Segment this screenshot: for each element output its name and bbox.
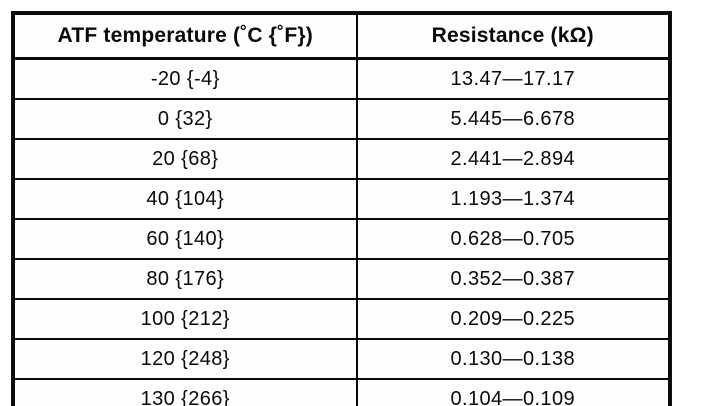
- resistance-cell: 0.209—0.225: [355, 298, 671, 340]
- atf-resistance-table: ATF temperature (˚C {˚F}) Resistance (kΩ…: [12, 12, 671, 406]
- resistance-cell: 0.104—0.109: [355, 378, 671, 406]
- resistance-cell: 0.628—0.705: [355, 218, 671, 260]
- temperature-column-header: ATF temperature (˚C {˚F}): [12, 12, 358, 60]
- resistance-cell: 13.47—17.17: [355, 57, 671, 100]
- table-body: -20 {-4} 13.47—17.17 0 {32} 5.445—6.678 20 {…: [12, 57, 671, 406]
- resistance-cell: 0.130—0.138: [355, 338, 671, 380]
- resistance-cell: 1.193—1.374: [355, 178, 671, 220]
- temperature-cell: 40 {104}: [12, 178, 358, 220]
- temperature-cell: 80 {176}: [12, 258, 358, 300]
- table-row: 80 {176} 0.352—0.387: [12, 258, 671, 300]
- table-row: 120 {248} 0.130—0.138: [12, 338, 671, 380]
- table-row: 20 {68} 2.441—2.894: [12, 138, 671, 180]
- table-row: 40 {104} 1.193—1.374: [12, 178, 671, 220]
- table-row: -20 {-4} 13.47—17.17: [12, 57, 671, 100]
- table-row: 60 {140} 0.628—0.705: [12, 218, 671, 260]
- resistance-cell: 0.352—0.387: [355, 258, 671, 300]
- temperature-cell: 130 {266}: [12, 378, 358, 406]
- temperature-cell: 20 {68}: [12, 138, 358, 180]
- resistance-column-header: Resistance (kΩ): [355, 12, 671, 60]
- temperature-cell: 100 {212}: [12, 298, 358, 340]
- temperature-cell: 0 {32}: [12, 98, 358, 140]
- temperature-cell: -20 {-4}: [12, 57, 358, 100]
- table-row: 0 {32} 5.445—6.678: [12, 98, 671, 140]
- temperature-cell: 60 {140}: [12, 218, 358, 260]
- resistance-cell: 5.445—6.678: [355, 98, 671, 140]
- table-row: 130 {266} 0.104—0.109: [12, 378, 671, 406]
- table-row: 100 {212} 0.209—0.225: [12, 298, 671, 340]
- resistance-cell: 2.441—2.894: [355, 138, 671, 180]
- table-header-row: ATF temperature (˚C {˚F}) Resistance (kΩ…: [12, 12, 671, 60]
- temperature-cell: 120 {248}: [12, 338, 358, 380]
